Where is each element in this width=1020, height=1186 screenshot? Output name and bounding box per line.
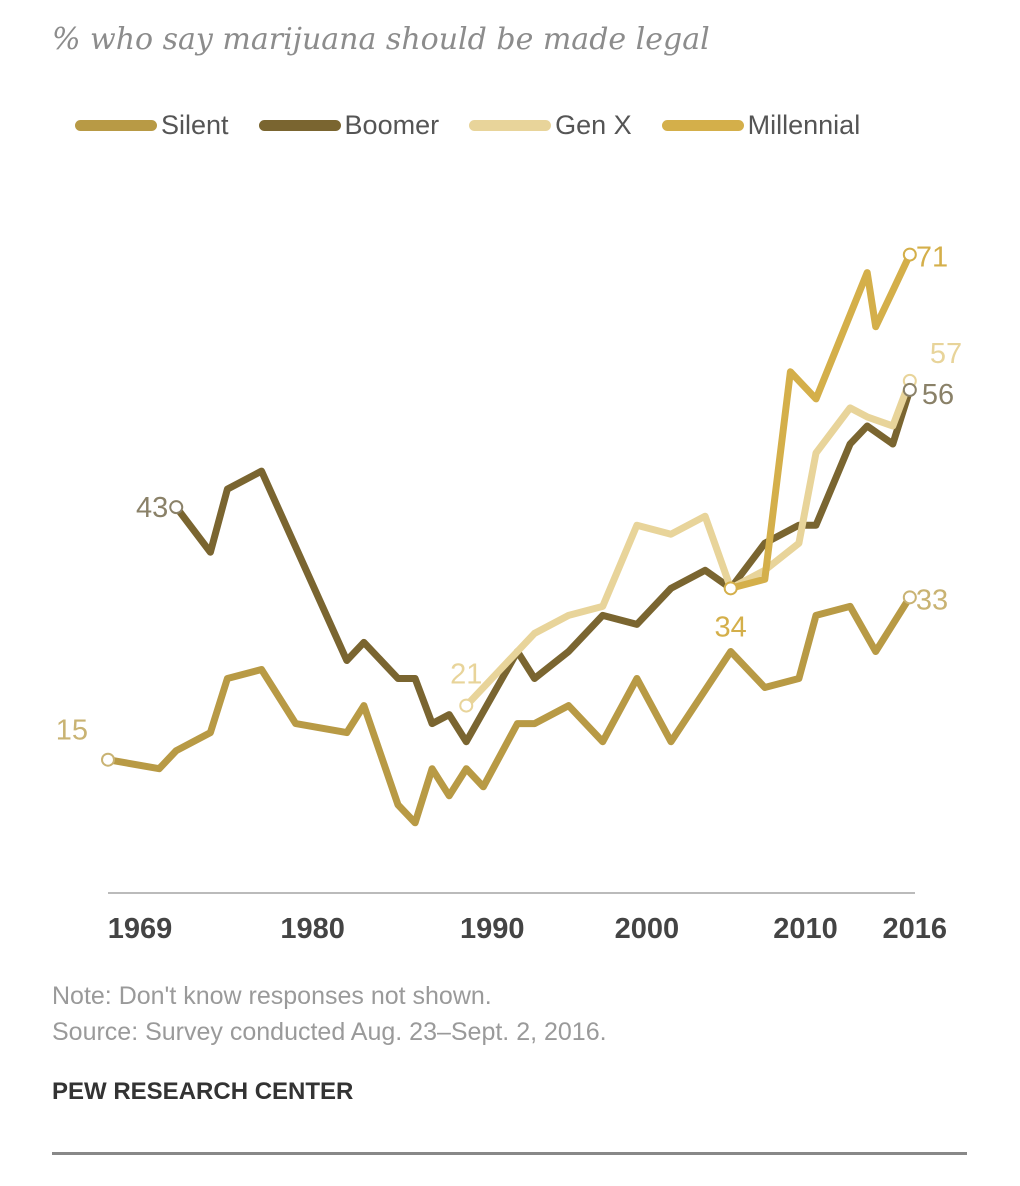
legend-label: Millennial (747, 110, 861, 140)
x-tick-label: 2016 (883, 913, 948, 945)
legend-swatch-millennial (661, 120, 744, 131)
legend-label: Gen X (555, 110, 632, 140)
data-label: 57 (930, 338, 962, 370)
chart-title: % who say marijuana should be made legal (52, 22, 710, 57)
chart-source: Source: Survey conducted Aug. 23–Sept. 2… (52, 1018, 607, 1046)
data-label: 56 (922, 379, 954, 411)
series-line-gen-x (462, 377, 914, 710)
legend-swatch-silent (75, 120, 157, 131)
x-tick-label: 1969 (108, 913, 173, 945)
legend-swatch-genx (469, 120, 552, 131)
legend-item-silent: Silent (75, 110, 229, 141)
data-point-marker (902, 247, 917, 262)
data-point-marker (459, 698, 474, 713)
data-label: 21 (450, 659, 482, 691)
legend-item-millennial: Millennial (661, 110, 861, 141)
chart-note: Note: Don't know responses not shown. (52, 982, 492, 1010)
footer-divider (52, 1152, 967, 1155)
legend-item-boomer: Boomer (258, 110, 440, 141)
data-point-marker (902, 382, 917, 397)
x-tick-label: 1980 (280, 913, 345, 945)
x-tick-label: 2010 (773, 913, 838, 945)
data-label: 34 (715, 611, 747, 643)
data-label: 71 (916, 242, 948, 274)
legend-label: Silent (161, 110, 229, 140)
data-label: 15 (56, 715, 88, 747)
legend-swatch-boomer (258, 120, 341, 131)
data-point-marker (169, 500, 184, 515)
series-line-silent (104, 593, 914, 827)
data-point-marker (902, 590, 917, 605)
series-line-boomer (172, 386, 914, 746)
data-point-marker (723, 581, 738, 596)
x-tick-label: 2000 (615, 913, 680, 945)
legend-label: Boomer (344, 110, 440, 140)
x-tick-label: 1990 (460, 913, 525, 945)
data-label: 43 (136, 492, 168, 524)
brand-label: PEW RESEARCH CENTER (52, 1078, 354, 1105)
series-line-millennial (727, 251, 914, 592)
data-label: 33 (916, 584, 948, 616)
data-point-marker (101, 752, 115, 767)
legend: Silent Boomer Gen X Millennial (75, 110, 890, 141)
legend-item-genx: Gen X (469, 110, 632, 141)
